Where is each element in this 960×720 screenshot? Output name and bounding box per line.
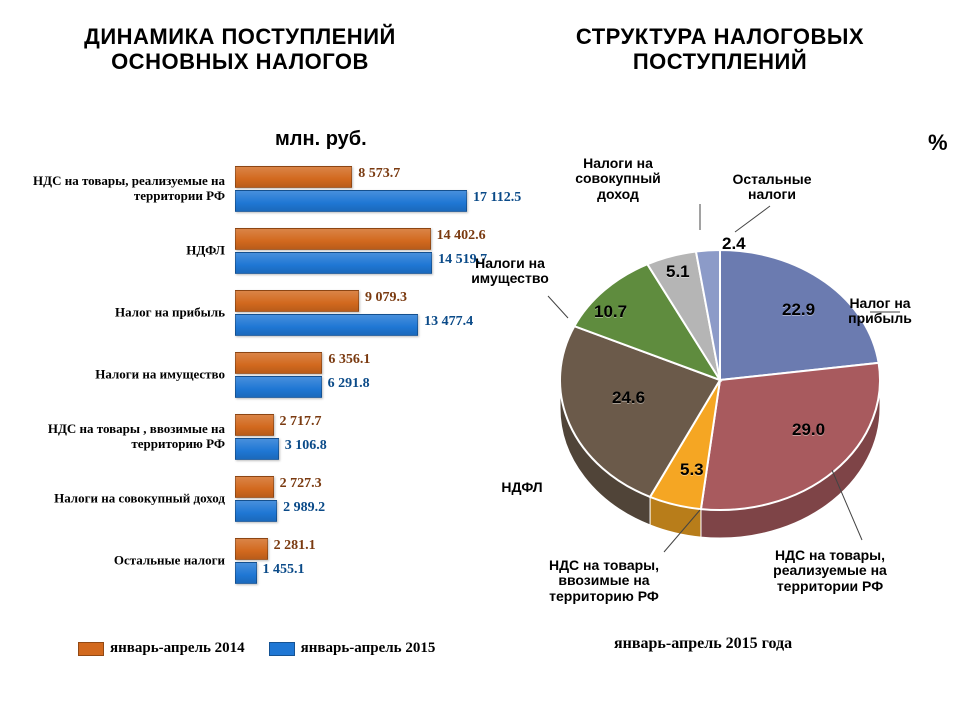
pie-value: 24.6 xyxy=(612,388,645,408)
pie-slice-label: НДС на товары,ввозимые натерриторию РФ xyxy=(549,558,659,604)
pie-slice-label: Налоги наимущество xyxy=(471,256,549,287)
pie-caption: январь-апрель 2015 года xyxy=(614,635,792,653)
pie-slice-label: НДС на товары,реализуемые натерритории Р… xyxy=(773,548,887,594)
pie-value: 5.3 xyxy=(680,460,704,480)
leader-line xyxy=(548,296,568,318)
pie-value: 29.0 xyxy=(792,420,825,440)
pie-chart xyxy=(0,0,960,720)
pie-value: 22.9 xyxy=(782,300,815,320)
pie-slice-label: Налоги насовокупныйдоход xyxy=(575,156,661,202)
pie-slice xyxy=(701,363,880,510)
page: ДИНАМИКА ПОСТУПЛЕНИЙ ОСНОВНЫХ НАЛОГОВ СТ… xyxy=(0,0,960,720)
pie-value: 10.7 xyxy=(594,302,627,322)
leader-line xyxy=(735,206,770,232)
pie-slice-label: Налог наприбыль xyxy=(848,296,912,327)
pie-slice-label: Остальныеналоги xyxy=(732,172,811,203)
pie-value: 5.1 xyxy=(666,262,690,282)
pie-slice-label: НДФЛ xyxy=(501,480,542,495)
pie-value: 2.4 xyxy=(722,234,746,254)
